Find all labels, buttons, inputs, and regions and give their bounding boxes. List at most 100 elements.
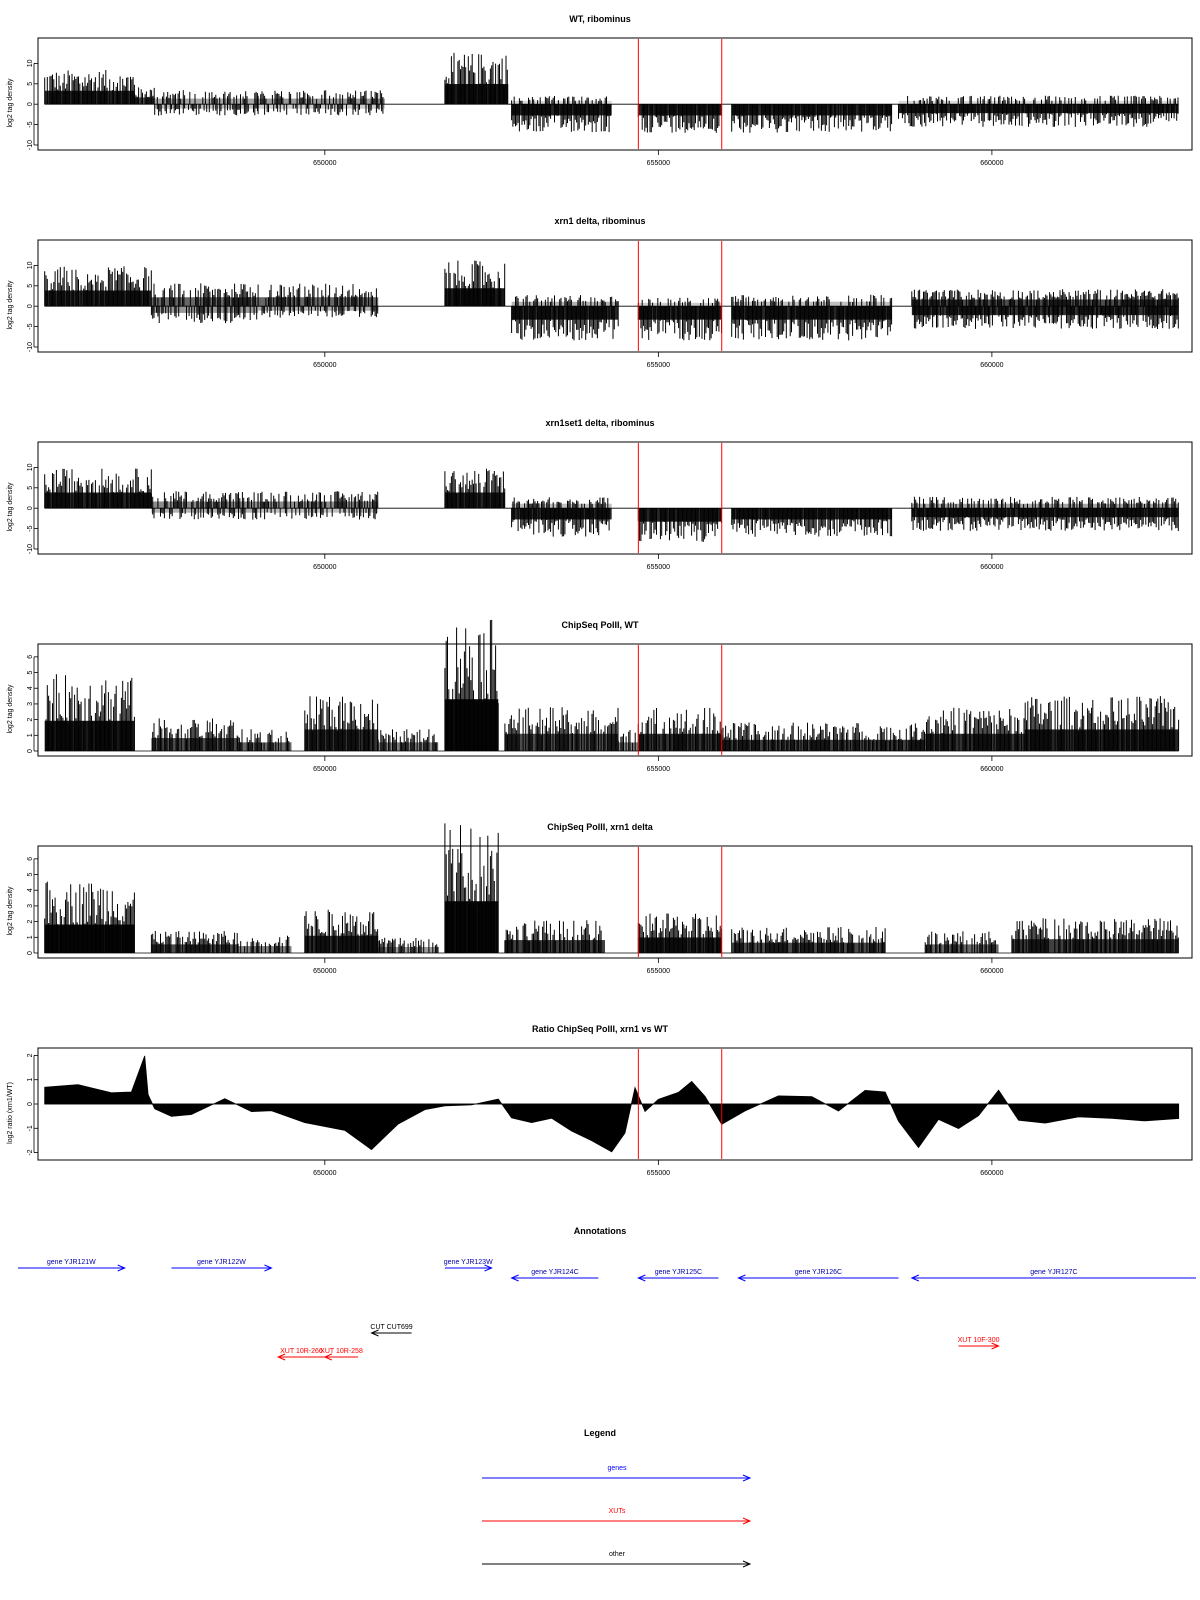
feature-gene-yjr122w: gene YJR122W	[171, 1259, 273, 1272]
signal-bars	[444, 619, 499, 751]
signal-core	[731, 301, 892, 307]
signal-segment	[925, 707, 1026, 751]
y-tick-label: -5	[27, 525, 34, 531]
signal-bars	[444, 823, 499, 953]
x-tick-label: 660000	[980, 160, 1003, 167]
signal-segment	[150, 491, 259, 509]
feature-gene-yjr124c: gene YJR124C	[510, 1269, 599, 1282]
signal-core	[731, 508, 892, 520]
signal-segment	[898, 95, 1179, 105]
signal-core	[511, 100, 612, 105]
feature-gene-yjr125c: gene YJR125C	[637, 1269, 719, 1282]
y-tick-label: 0	[27, 1102, 34, 1106]
x-tick-label: 650000	[313, 564, 336, 571]
signal-core	[511, 508, 612, 520]
signal-core	[151, 501, 259, 509]
ratio-area	[44, 1055, 1180, 1153]
annotation-track: gene YJR121W gene YJR122W gene YJR123W gene…	[17, 1259, 1196, 1361]
x-tick-label: 650000	[313, 362, 336, 369]
signal-segment	[257, 104, 385, 116]
feature-label: gene YJR121W	[47, 1259, 96, 1266]
arrowhead-icon	[370, 1329, 379, 1337]
y-tick-label: 1	[27, 1078, 34, 1082]
signal-bars	[512, 497, 609, 509]
arrowhead-icon	[742, 1560, 752, 1568]
signal-segment	[154, 104, 259, 116]
signal-bars	[150, 491, 259, 509]
legend: genes XUTs other	[482, 1465, 752, 1568]
signal-bars	[911, 289, 1179, 307]
signal-segment	[911, 508, 1179, 531]
signal-bars	[304, 696, 379, 751]
signal-bars	[44, 70, 135, 105]
signal-segment	[377, 937, 439, 953]
x-tick-label: 650000	[313, 766, 336, 773]
signal-bars	[154, 104, 258, 116]
signal-core	[151, 508, 259, 513]
panel-4: 0 1 2 3 4 5 6 650000 655000 660000	[27, 619, 1193, 773]
y-tick-label: 5	[27, 82, 34, 86]
y-tick-label: -10	[27, 544, 34, 554]
panel-6: -2 -1 0 1 2 650000 655000 660000	[27, 1047, 1193, 1177]
legend-item-genes: genes	[482, 1465, 752, 1482]
signal-bars	[511, 508, 610, 537]
feature-xut-10r-258: XUT 10R-258	[320, 1348, 363, 1361]
x-tick-label: 660000	[980, 968, 1003, 975]
signal-core	[1025, 729, 1179, 751]
signal-bars	[156, 90, 258, 105]
y-tick-label: 4	[27, 888, 34, 892]
signal-bars	[731, 508, 893, 537]
signal-bars	[731, 294, 893, 307]
signal-bars	[304, 909, 379, 953]
signal-bars	[912, 306, 1179, 329]
signal-bars	[152, 718, 238, 751]
signal-bars	[731, 104, 893, 133]
signal-core	[238, 946, 292, 953]
legend-label: XUTs	[609, 1508, 626, 1515]
signal-bars	[731, 306, 893, 341]
panel-1: -10 -5 0 5 10 650000 655000 660000	[27, 37, 1193, 167]
arrowhead-icon	[264, 1264, 273, 1272]
signal-bars	[134, 87, 155, 105]
signal-segment	[511, 497, 612, 509]
signal-bars	[237, 935, 290, 953]
x-tick-label: 655000	[647, 564, 670, 571]
arrowhead-icon	[910, 1274, 920, 1282]
x-tick-label: 660000	[980, 564, 1003, 571]
signal-segment	[911, 306, 1179, 329]
legend-title: Legend	[584, 1428, 616, 1438]
y-tick-label: 5	[27, 872, 34, 876]
feature-xut-10f-300: XUT 10F-300	[958, 1337, 1000, 1350]
legend-item-xuts: XUTs	[482, 1508, 752, 1525]
y-tick-label: 0	[27, 304, 34, 308]
signal-segment	[257, 283, 379, 307]
signal-segment	[511, 96, 612, 105]
signal-bars	[444, 260, 506, 307]
annotations-title: Annotations	[574, 1226, 627, 1236]
feature-gene-yjr121w: gene YJR121W	[17, 1259, 126, 1272]
signal-segment	[637, 707, 722, 751]
signal-core	[44, 492, 152, 509]
signal-segment	[444, 619, 499, 751]
panel-5-title: ChipSeq PolII, xrn1 delta	[547, 822, 654, 832]
y-tick-label: 3	[27, 702, 34, 706]
feature-label: CUT CUT699	[370, 1324, 412, 1331]
panel-2: -10 -5 0 5 10 650000 655000 660000	[27, 239, 1193, 369]
signal-core	[511, 306, 619, 320]
signal-segment	[731, 927, 886, 953]
signal-segment	[504, 920, 605, 953]
x-tick-label: 655000	[647, 968, 670, 975]
signal-segment	[258, 508, 379, 520]
feature-xut-10r-266: XUT 10R-266	[276, 1348, 325, 1361]
signal-segment	[44, 266, 152, 307]
y-tick-label: 2	[27, 718, 34, 722]
signal-bars	[444, 468, 506, 509]
signal-core	[511, 503, 612, 509]
panel-2-ylabel: log2 tag density	[7, 280, 14, 330]
panel-1-title: WT, ribominus	[569, 14, 631, 24]
feature-cut-cut699: CUT CUT699	[370, 1324, 413, 1337]
signal-bars	[44, 468, 152, 509]
signal-segment	[44, 674, 135, 751]
plot-frame	[37, 37, 1193, 151]
y-tick-label: -10	[27, 140, 34, 150]
